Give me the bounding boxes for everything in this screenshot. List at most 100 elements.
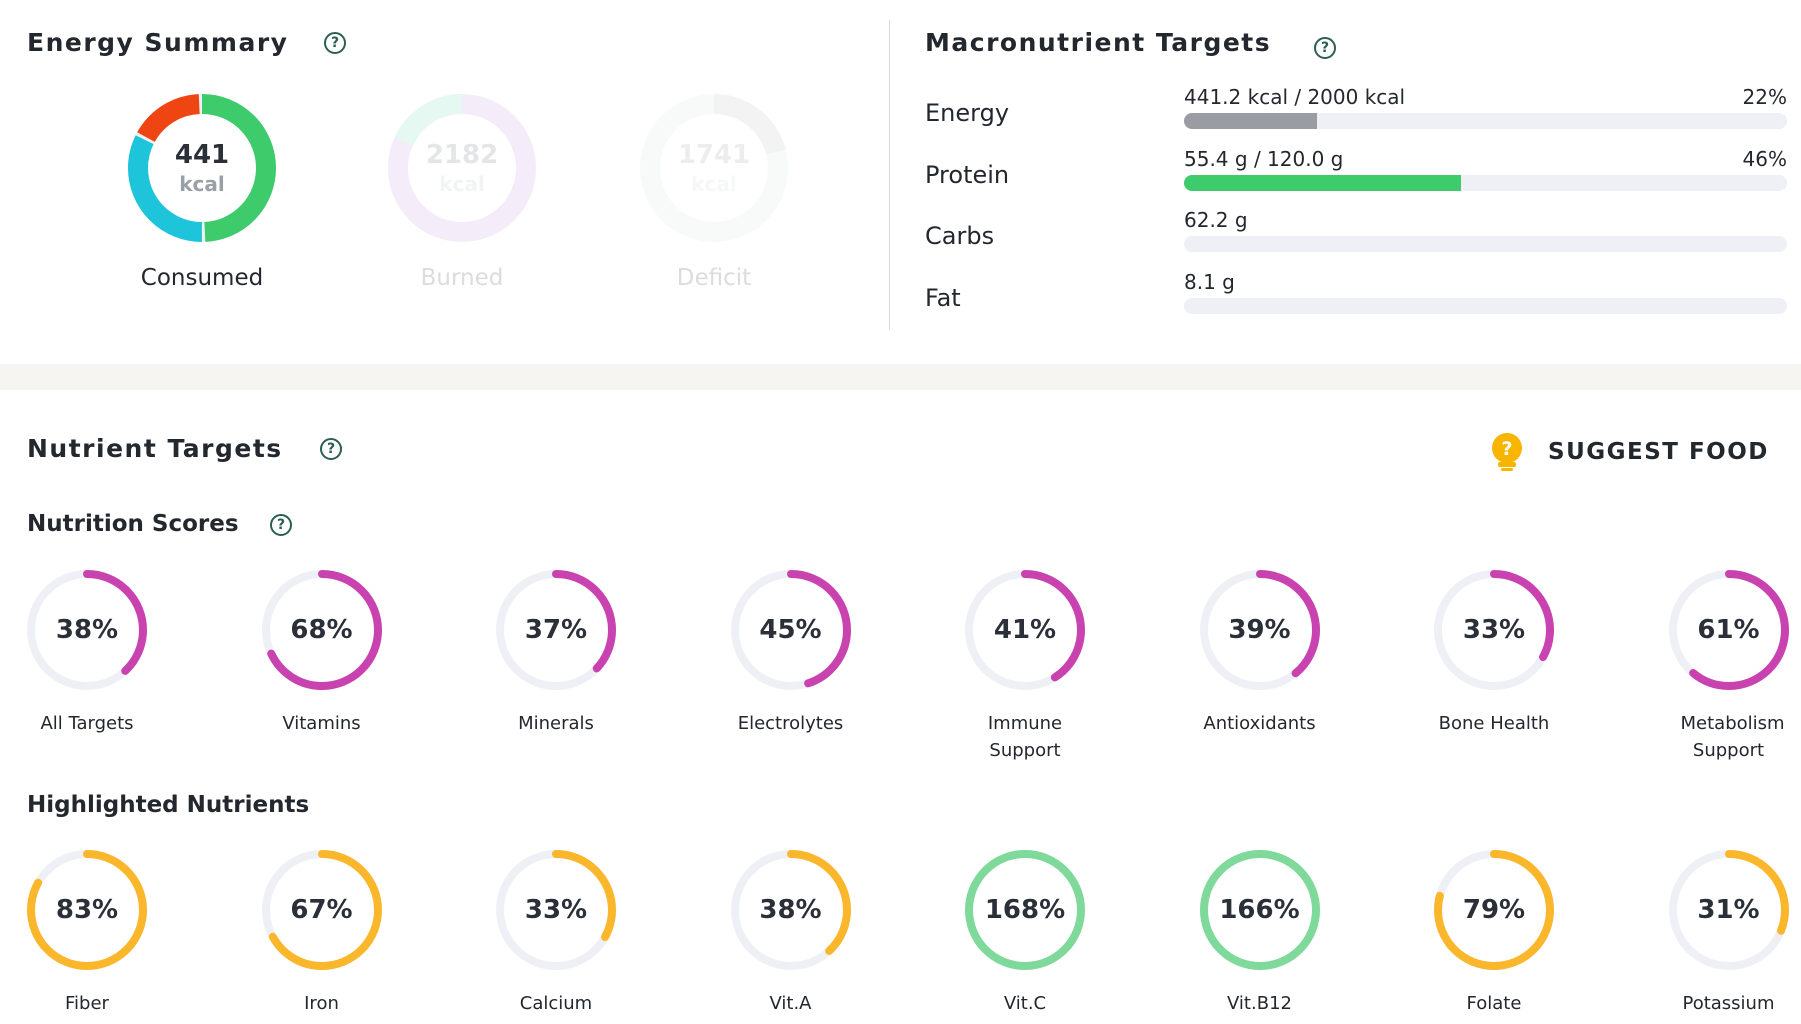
nutrient-percent: 79% bbox=[1462, 895, 1526, 925]
consumed-donut: 441 kcal bbox=[126, 92, 278, 244]
nutrient-targets-title: Nutrient Targets bbox=[27, 434, 283, 463]
macro-percent: 46% bbox=[1742, 147, 1787, 171]
nutrient-label: Vit.B12 bbox=[1227, 993, 1292, 1014]
score-label: All Targets bbox=[40, 713, 134, 734]
nutrient-label: Folate bbox=[1466, 993, 1522, 1014]
nutrient-ring[interactable]: 33% bbox=[494, 848, 618, 972]
nutrient-ring[interactable]: 38% bbox=[729, 848, 853, 972]
nutrient-ring[interactable]: 168% bbox=[963, 848, 1087, 972]
macro-progress-track bbox=[1184, 236, 1787, 252]
score-ring-progress bbox=[261, 570, 382, 690]
score-ring[interactable]: 33% bbox=[1432, 568, 1556, 692]
score-ring[interactable]: 41% bbox=[963, 568, 1087, 692]
macro-amount: 55.4 g / 120.0 g bbox=[1184, 147, 1344, 171]
nutrient-ring-chart bbox=[965, 850, 1085, 970]
score-ring-chart bbox=[27, 570, 147, 690]
suggest-food-button[interactable]: ? SUGGEST FOOD bbox=[1490, 430, 1769, 474]
nutrient-ring[interactable]: 67% bbox=[260, 848, 384, 972]
nutrient-label: Iron bbox=[304, 993, 339, 1014]
burned-donut: 2182 kcal bbox=[386, 92, 538, 244]
score-ring[interactable]: 45% bbox=[729, 568, 853, 692]
burned-donut-chart bbox=[388, 94, 536, 242]
deficit-label: Deficit bbox=[676, 265, 752, 291]
burned-label: Burned bbox=[420, 265, 504, 291]
nutrient-ring-chart bbox=[730, 850, 851, 970]
score-label: Bone Health bbox=[1438, 713, 1550, 734]
nutrient-ring-progress bbox=[965, 850, 1085, 970]
macro-amount: 8.1 g bbox=[1184, 270, 1235, 294]
score-label: Immune Support bbox=[987, 713, 1063, 761]
score-ring-chart bbox=[496, 570, 616, 690]
nutrient-ring-chart bbox=[496, 850, 616, 970]
consumed-value: 441 bbox=[174, 140, 230, 170]
section-separator-band bbox=[0, 364, 1801, 390]
score-percent: 61% bbox=[1697, 615, 1760, 645]
suggest-food-label: SUGGEST FOOD bbox=[1548, 439, 1769, 465]
score-ring-progress bbox=[965, 570, 1085, 690]
score-ring[interactable]: 61% bbox=[1667, 568, 1791, 692]
nutrient-ring-progress bbox=[730, 850, 851, 970]
nutrition-scores-title: Nutrition Scores bbox=[27, 511, 239, 537]
nutrient-ring-chart bbox=[1668, 850, 1789, 970]
nutrient-ring[interactable]: 166% bbox=[1198, 848, 1322, 972]
score-ring[interactable]: 38% bbox=[25, 568, 149, 692]
score-ring-progress bbox=[1199, 570, 1320, 690]
score-label: Antioxidants bbox=[1203, 713, 1316, 734]
score-percent: 37% bbox=[524, 615, 588, 645]
score-ring-progress bbox=[496, 570, 616, 690]
consumed-segment-protein bbox=[128, 94, 276, 242]
nutrient-targets-help-icon[interactable]: ? bbox=[320, 438, 342, 460]
macro-amount: 62.2 g bbox=[1184, 208, 1248, 232]
macro-progress-track bbox=[1184, 175, 1787, 191]
nutrient-label: Vit.A bbox=[769, 993, 812, 1014]
macronutrient-targets-help-icon[interactable]: ? bbox=[1314, 37, 1336, 59]
suggest-icon-glyph: ? bbox=[1501, 438, 1512, 460]
nutrient-percent: 31% bbox=[1697, 895, 1760, 925]
nutrient-label: Potassium bbox=[1682, 993, 1775, 1014]
nutrient-percent: 83% bbox=[55, 895, 119, 925]
score-label: Electrolytes bbox=[737, 713, 844, 734]
score-ring-progress bbox=[27, 570, 147, 690]
score-ring[interactable]: 37% bbox=[494, 568, 618, 692]
nutrient-ring-progress bbox=[261, 850, 382, 970]
energy-summary-title: Energy Summary bbox=[27, 28, 289, 57]
nutrient-ring-chart bbox=[1434, 850, 1554, 970]
score-percent: 33% bbox=[1462, 615, 1526, 645]
lightbulb-question-icon: ? bbox=[1492, 433, 1522, 471]
burned-value: 2182 bbox=[425, 140, 499, 170]
macro-progress-track bbox=[1184, 298, 1787, 314]
nutrient-percent: 168% bbox=[984, 895, 1066, 925]
energy-summary-help-icon[interactable]: ? bbox=[324, 32, 346, 54]
score-percent: 38% bbox=[55, 615, 119, 645]
highlighted-nutrients-title: Highlighted Nutrients bbox=[27, 792, 310, 818]
score-percent: 68% bbox=[290, 615, 353, 645]
score-ring[interactable]: 68% bbox=[260, 568, 384, 692]
nutrient-percent: 67% bbox=[290, 895, 353, 925]
nutrient-ring-chart bbox=[261, 850, 382, 970]
score-ring-chart bbox=[1199, 570, 1320, 690]
score-percent: 39% bbox=[1228, 615, 1291, 645]
nutrient-ring-chart bbox=[27, 850, 147, 970]
macro-percent: 22% bbox=[1742, 85, 1787, 109]
score-percent: 45% bbox=[759, 615, 822, 645]
nutrient-ring[interactable]: 79% bbox=[1432, 848, 1556, 972]
score-label: Vitamins bbox=[282, 713, 361, 734]
macro-name: Energy bbox=[925, 99, 1010, 127]
macro-amount: 441.2 kcal / 2000 kcal bbox=[1184, 85, 1406, 109]
score-percent: 41% bbox=[993, 615, 1057, 645]
nutrient-percent: 33% bbox=[524, 895, 588, 925]
deficit-unit: kcal bbox=[691, 172, 737, 196]
consumed-segment-carbs bbox=[128, 94, 276, 242]
score-ring-progress bbox=[1434, 570, 1554, 690]
deficit-donut: 1741 kcal bbox=[638, 92, 790, 244]
consumed-donut-chart bbox=[128, 94, 276, 242]
macro-progress-track bbox=[1184, 113, 1787, 129]
nutrient-ring[interactable]: 31% bbox=[1667, 848, 1791, 972]
score-ring-chart bbox=[1434, 570, 1554, 690]
score-label: Metabolism Support bbox=[1680, 713, 1785, 761]
nutrient-ring[interactable]: 83% bbox=[25, 848, 149, 972]
nutrient-ring-progress bbox=[496, 850, 616, 970]
nutrition-scores-help-icon[interactable]: ? bbox=[270, 514, 292, 536]
score-ring[interactable]: 39% bbox=[1198, 568, 1322, 692]
score-ring-chart bbox=[730, 570, 851, 690]
